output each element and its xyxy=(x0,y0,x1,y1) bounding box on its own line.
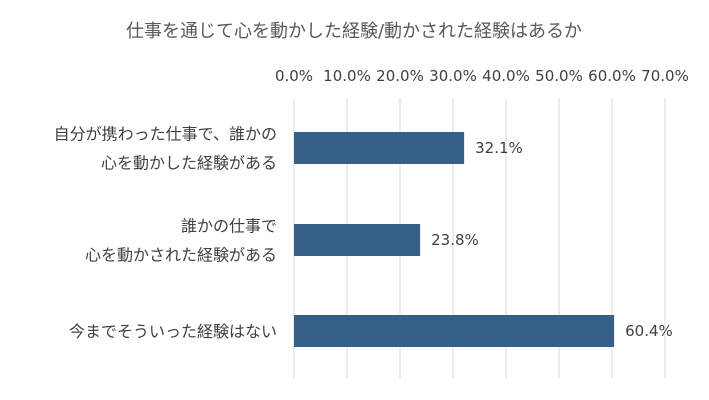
bars xyxy=(294,132,615,347)
x-tick-label: 40.0% xyxy=(482,67,530,85)
category-label: 誰かの仕事で xyxy=(181,217,277,236)
chart-title: 仕事を通じて心を動かした経験/動かされた経験はあるか xyxy=(126,21,582,42)
x-axis-ticks: 0.0% 10.0% 20.0% 30.0% 40.0% 50.0% 60.0% 70.0% xyxy=(275,67,689,85)
x-tick-label: 0.0% xyxy=(275,67,313,85)
bar xyxy=(294,132,465,164)
bar xyxy=(294,224,421,256)
category-label: 心を動かされた経験がある xyxy=(85,246,277,265)
data-label: 60.4% xyxy=(625,322,673,340)
data-labels: 32.1% 23.8% 60.4% xyxy=(431,139,673,340)
x-tick-label: 70.0% xyxy=(641,67,689,85)
x-tick-label: 30.0% xyxy=(429,67,477,85)
data-label: 32.1% xyxy=(475,139,523,157)
category-label: 今までそういった経験はない xyxy=(69,322,277,341)
bar xyxy=(294,315,615,347)
x-tick-label: 60.0% xyxy=(588,67,636,85)
category-labels: 自分が携わった仕事で、誰かの心を動かした経験がある誰かの仕事で心を動かされた経験… xyxy=(54,125,277,342)
category-label: 心を動かした経験がある xyxy=(101,154,277,173)
data-label: 23.8% xyxy=(431,231,479,249)
category-label: 自分が携わった仕事で、誰かの xyxy=(54,125,277,144)
x-tick-label: 10.0% xyxy=(323,67,371,85)
x-tick-label: 20.0% xyxy=(376,67,424,85)
x-tick-label: 50.0% xyxy=(535,67,583,85)
